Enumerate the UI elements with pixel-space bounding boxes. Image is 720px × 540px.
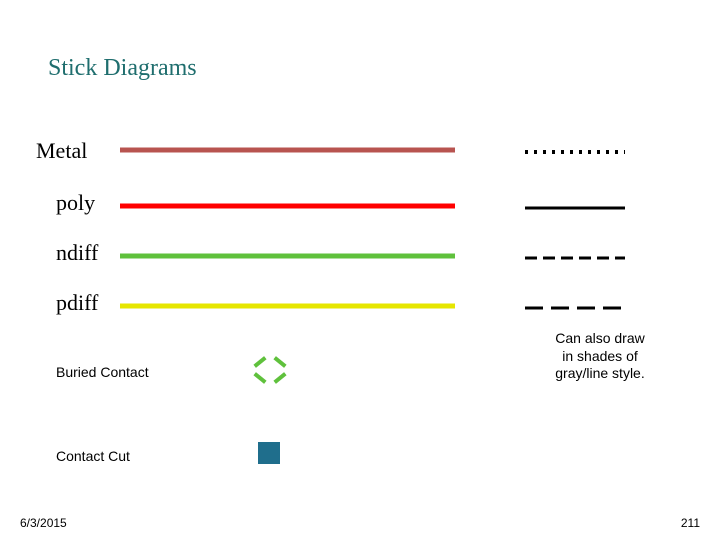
contact-cut-icon xyxy=(258,442,280,464)
layer-colorline-poly xyxy=(120,201,455,211)
layer-colorline-metal xyxy=(120,145,455,155)
layer-monoline-pdiff xyxy=(525,305,627,311)
layer-monoline-poly xyxy=(525,205,627,211)
page-title: Stick Diagrams xyxy=(48,55,197,82)
slide: Stick Diagrams Buried Contact Contact Cu… xyxy=(0,0,720,540)
layer-colorline-ndiff xyxy=(120,251,455,261)
contact-cut-label: Contact Cut xyxy=(56,448,130,464)
note-text: Can also drawin shades ofgray/line style… xyxy=(540,330,660,383)
footer-date: 6/3/2015 xyxy=(20,516,67,530)
layer-label-metal: Metal xyxy=(36,138,87,164)
layer-label-ndiff: ndiff xyxy=(56,240,98,266)
buried-contact-icon xyxy=(246,350,294,390)
layer-label-pdiff: pdiff xyxy=(56,290,98,316)
layer-monoline-metal xyxy=(525,148,627,156)
footer-page: 211 xyxy=(681,516,700,530)
layer-label-poly: poly xyxy=(56,190,95,216)
layer-monoline-ndiff xyxy=(525,255,627,261)
buried-contact-label: Buried Contact xyxy=(56,364,149,380)
layer-colorline-pdiff xyxy=(120,301,455,311)
